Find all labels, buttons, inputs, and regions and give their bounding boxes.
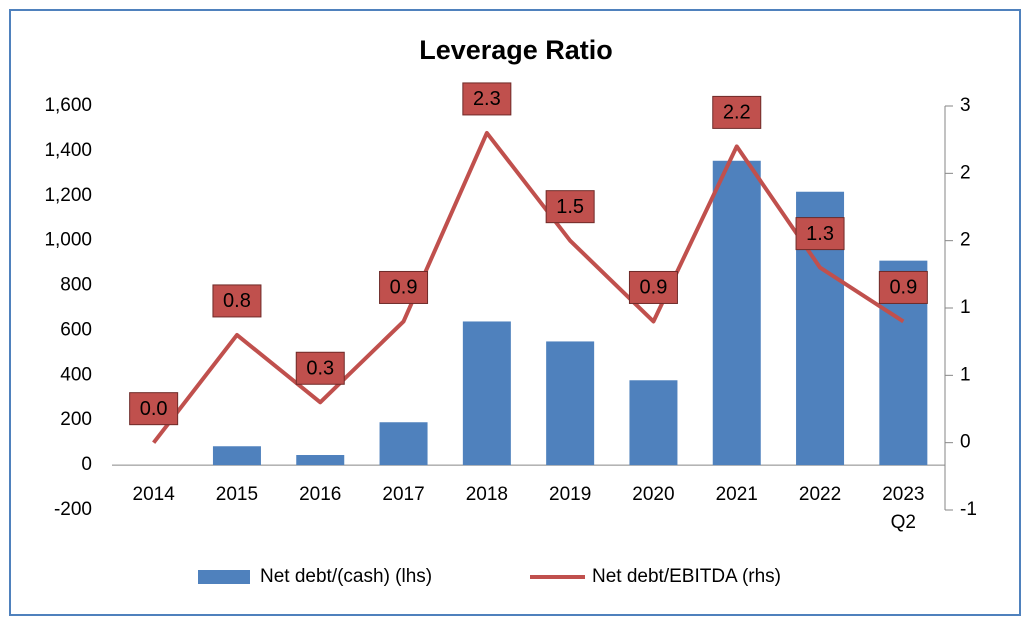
x-tick-label: 2021 bbox=[716, 484, 758, 505]
data-label-box bbox=[462, 82, 512, 116]
bar bbox=[546, 341, 595, 466]
bar bbox=[212, 446, 261, 466]
data-label-box bbox=[795, 217, 845, 251]
y2-tick-label: 3 bbox=[960, 95, 971, 116]
x-tick-label: 2020 bbox=[632, 484, 674, 505]
bar bbox=[296, 455, 345, 466]
data-label: 0.0 bbox=[140, 398, 168, 420]
data-label: 0.3 bbox=[306, 358, 334, 380]
y-tick-label: -200 bbox=[54, 499, 92, 520]
y-tick-label: 1,000 bbox=[44, 230, 92, 251]
bar bbox=[462, 321, 511, 466]
data-label: 0.8 bbox=[223, 290, 251, 312]
y2-tick-label: -1 bbox=[960, 499, 977, 520]
y-tick-label: 400 bbox=[60, 364, 92, 385]
data-label-box bbox=[545, 190, 595, 224]
data-label: 1.5 bbox=[556, 196, 584, 218]
x-tick-label: 2015 bbox=[216, 484, 258, 505]
x-tick-label: 2018 bbox=[466, 484, 508, 505]
data-label-box bbox=[712, 95, 762, 129]
data-label-box bbox=[295, 351, 345, 385]
chart-border bbox=[9, 9, 1021, 616]
bar bbox=[629, 380, 678, 466]
bar bbox=[712, 160, 761, 466]
y2-tick-label: 1 bbox=[960, 297, 971, 318]
x-tick-label: 2016 bbox=[299, 484, 341, 505]
y-tick-label: 200 bbox=[60, 409, 92, 430]
data-label-box bbox=[628, 270, 678, 304]
data-label: 2.3 bbox=[473, 88, 501, 110]
legend-label: Net debt/EBITDA (rhs) bbox=[592, 566, 781, 587]
line bbox=[152, 130, 905, 444]
data-label-box bbox=[379, 270, 429, 304]
data-label: 0.9 bbox=[889, 277, 917, 299]
y-tick-label: 600 bbox=[60, 319, 92, 340]
y-tick-label: 1,600 bbox=[44, 95, 92, 116]
y2-tick-label: 2 bbox=[960, 162, 971, 183]
x-tick-label: 2022 bbox=[799, 484, 841, 505]
y-tick-label: 0 bbox=[81, 454, 92, 475]
bar bbox=[379, 422, 428, 466]
x-tick-label: 2023 Q2 bbox=[882, 484, 924, 533]
y-tick-label: 1,200 bbox=[44, 185, 92, 206]
chart-title: Leverage Ratio bbox=[419, 35, 613, 65]
data-label: 2.2 bbox=[723, 102, 751, 124]
x-tick-label: 2019 bbox=[549, 484, 591, 505]
y2-tick-label: 1 bbox=[960, 364, 971, 385]
y2-tick-label: 2 bbox=[960, 230, 971, 251]
legend-swatch bbox=[198, 570, 250, 584]
x-tick-label: 2014 bbox=[133, 484, 176, 505]
y-tick-label: 800 bbox=[60, 275, 92, 296]
data-label-box bbox=[129, 392, 179, 426]
data-label-box bbox=[212, 284, 262, 318]
y2-tick-label: 0 bbox=[960, 432, 971, 453]
x-tick-label: 2017 bbox=[382, 484, 424, 505]
y-tick-label: 1,400 bbox=[44, 140, 92, 161]
data-label-box bbox=[878, 270, 928, 304]
data-label: 0.9 bbox=[390, 277, 418, 299]
data-label: 1.3 bbox=[806, 223, 834, 245]
legend-label: Net debt/(cash) (lhs) bbox=[260, 566, 432, 587]
data-label: 0.9 bbox=[640, 277, 668, 299]
